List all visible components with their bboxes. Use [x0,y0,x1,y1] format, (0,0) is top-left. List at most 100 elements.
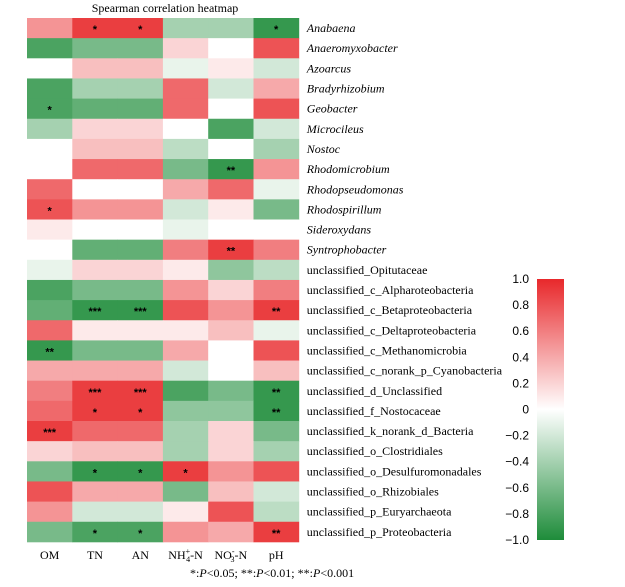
heatmap-cell [117,98,164,120]
heatmap-cell [72,78,118,99]
heatmap-cell [162,521,209,543]
row-label: unclassified_o_Rhizobiales [307,485,439,499]
heatmap-cell [162,18,209,39]
heatmap-cell [27,138,73,160]
heatmap-cell [162,239,209,261]
heatmap-cell [27,199,73,220]
heatmap-cell [162,38,209,59]
significance-footnote: *:P<0.05; **:P<0.01; **:P<0.001 [190,566,355,580]
significance-mark: ** [272,306,281,318]
heatmap-cell [253,118,300,140]
colorbar-tick-label: −0.6 [505,481,529,495]
heatmap-cell [117,58,164,79]
heatmap-cell [208,18,254,39]
colorbar-tick-label: 0.6 [512,324,529,338]
heatmap-cell [208,199,254,220]
row-label: unclassified_d_Unclassified [307,384,442,398]
heatmap-cell [208,461,254,482]
heatmap-cell [162,461,209,482]
row-label: unclassified_f_Nostocaceae [307,404,441,418]
heatmap-cell [117,239,164,261]
heatmap-cell [27,320,73,341]
heatmap-cell [253,501,300,523]
heatmap-cell [27,18,73,39]
heatmap-cell [27,521,73,543]
significance-mark: * [183,467,188,479]
heatmap-cell [253,239,300,261]
column-label: OM [40,548,60,562]
row-label: Rhodospirillum [306,202,382,216]
heatmap-cell [253,360,300,382]
heatmap-cell [27,118,73,140]
heatmap-cell [27,239,73,261]
heatmap-cell [117,138,164,160]
significance-mark: *** [134,387,148,399]
heatmap-cell [27,259,73,281]
heatmap-cell [162,179,209,200]
heatmap-cell [208,441,254,462]
row-label: Anaeromyxobacter [306,41,398,55]
heatmap-cell [72,340,118,361]
heatmap-cell [72,118,118,140]
heatmap-cell [208,340,254,361]
significance-mark: * [138,528,143,540]
significance-mark: ** [272,407,281,419]
heatmap-cell [253,219,300,241]
heatmap-cell [72,98,118,120]
column-label: NH+ 4-N [168,547,203,564]
heatmap-cell [253,179,300,200]
row-label: Microcileus [306,122,364,136]
heatmap-cell [72,421,118,442]
significance-mark: *** [89,387,103,399]
heatmap-cell [253,159,300,180]
heatmap-cell [27,78,73,99]
colorbar-tick-label: 0.4 [512,350,529,364]
colorbar-tick-label: −1.0 [505,533,529,547]
heatmap-cell [208,118,254,140]
heatmap-cell [208,38,254,59]
heatmap-cell [27,360,73,382]
heatmap-cell [208,259,254,281]
significance-mark: ** [45,346,54,358]
colorbar [537,279,564,540]
heatmap-cell [117,421,164,442]
heatmap-cell [72,259,118,281]
heatmap-cell [162,138,209,160]
heatmap-cell [208,300,254,321]
heatmap-cell [208,481,254,502]
heatmap-cell [117,461,164,482]
heatmap-cell [72,239,118,261]
heatmap-cell [208,98,254,120]
heatmap-cell [208,219,254,241]
heatmap-cell [253,320,300,341]
heatmap-cell [72,138,118,160]
heatmap-cell [117,481,164,502]
heatmap-cell [27,179,73,200]
heatmap-cell [117,199,164,220]
heatmap-cell [253,78,300,99]
heatmap-cell [253,38,300,59]
significance-mark: * [274,24,279,36]
heatmap-cell [72,521,118,543]
heatmap-cell [162,400,209,422]
heatmap-cell [253,521,300,543]
heatmap-cell [72,219,118,241]
chart-title: Spearman correlation heatmap [91,1,239,15]
heatmap-cell [72,380,118,402]
heatmap-cell [162,320,209,341]
heatmap-cell [117,38,164,59]
significance-mark: ** [227,246,236,258]
heatmap-cell [208,239,254,261]
heatmap-cell [72,199,118,220]
heatmap-cell [27,441,73,462]
heatmap-cell [162,481,209,502]
row-label: unclassified_c_Alpharoteobacteria [307,283,474,297]
row-label: Nostoc [306,142,341,156]
row-label: unclassified_k_norank_d_Bacteria [307,424,474,438]
heatmap-cell [27,98,73,120]
significance-mark: *** [134,306,148,318]
colorbar-tick-label: 0.8 [512,298,529,312]
heatmap-cell [253,98,300,120]
colorbar-tick-label: −0.4 [505,455,529,469]
heatmap-cell [208,380,254,402]
